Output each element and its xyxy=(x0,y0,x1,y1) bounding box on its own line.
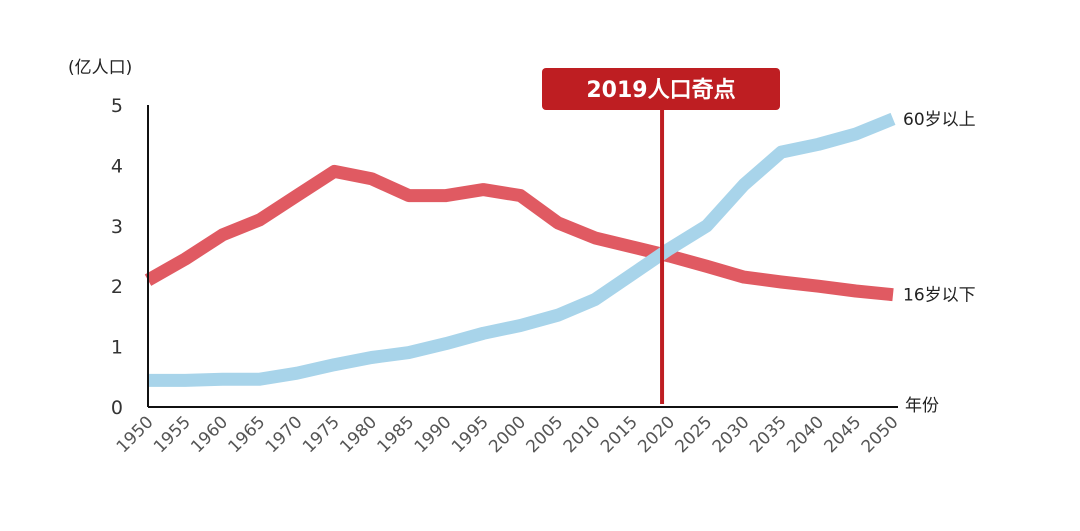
x-tick-label: 2015 xyxy=(597,412,642,457)
y-tick-label: 0 xyxy=(111,397,123,419)
x-tick-label: 1950 xyxy=(113,412,158,457)
x-tick-label: 2050 xyxy=(858,412,903,457)
x-tick-label: 1960 xyxy=(187,412,232,457)
x-tick-label: 2020 xyxy=(634,412,679,457)
series-labels: 16岁以下 60岁以上 xyxy=(903,110,976,306)
x-tick-label: 2045 xyxy=(821,412,866,457)
x-tick-label: 2000 xyxy=(485,412,530,457)
x-tick-label: 2025 xyxy=(672,412,717,457)
y-tick-label: 4 xyxy=(111,155,123,177)
x-axis-label: 年份 xyxy=(905,396,939,416)
y-tick-label: 5 xyxy=(111,95,123,117)
series-line-under-16 xyxy=(144,164,894,302)
y-tick-label: 2 xyxy=(111,276,123,298)
singularity-banner-label: 2019人口奇点 xyxy=(586,77,735,103)
x-tick-label: 2035 xyxy=(746,412,791,457)
series-lines xyxy=(144,112,896,387)
singularity-banner xyxy=(542,68,780,110)
y-tick-label: 1 xyxy=(111,337,123,359)
x-tick-label: 1965 xyxy=(225,412,270,457)
series-label-over-60: 60岁以上 xyxy=(903,110,976,130)
x-tick-label: 1990 xyxy=(411,412,456,457)
y-tick-label: 3 xyxy=(111,216,123,238)
x-tick-label: 1995 xyxy=(448,412,493,457)
x-tick-label: 2030 xyxy=(709,412,754,457)
x-tick-labels: 1950195519601965197019751980198519901995… xyxy=(113,412,903,457)
x-tick-label: 1980 xyxy=(336,412,381,457)
y-tick-labels: 0 1 2 3 4 5 xyxy=(111,95,123,419)
x-tick-label: 2010 xyxy=(560,412,605,457)
series-line-over-60 xyxy=(148,112,896,387)
x-tick-label: 1970 xyxy=(262,412,307,457)
x-tick-label: 2005 xyxy=(523,412,568,457)
x-tick-label: 2040 xyxy=(783,412,828,457)
x-tick-label: 1975 xyxy=(299,412,344,457)
y-unit-label: (亿人口) xyxy=(68,58,132,78)
x-tick-label: 1985 xyxy=(374,412,419,457)
x-tick-label: 1955 xyxy=(150,412,195,457)
series-label-under-16: 16岁以下 xyxy=(903,286,976,306)
